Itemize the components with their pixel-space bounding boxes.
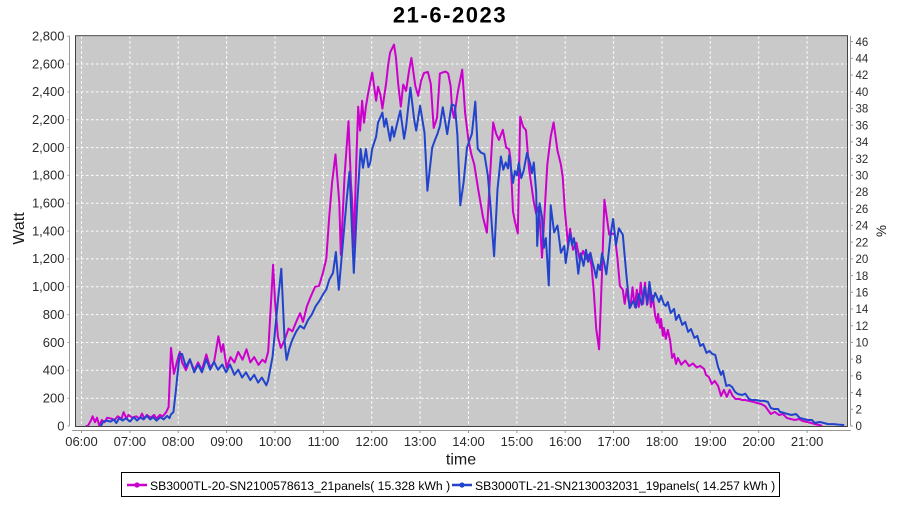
svg-text:8: 8: [856, 354, 862, 366]
svg-text:SB3000TL-21-SN2130032031_19pan: SB3000TL-21-SN2130032031_19panels( 14.25…: [475, 479, 775, 493]
svg-text:600: 600: [43, 335, 65, 350]
svg-text:800: 800: [43, 307, 65, 322]
svg-text:07:00: 07:00: [114, 434, 147, 449]
svg-text:10:00: 10:00: [259, 434, 292, 449]
svg-text:15:00: 15:00: [501, 434, 534, 449]
svg-text:19:00: 19:00: [694, 434, 727, 449]
svg-text:42: 42: [856, 70, 869, 82]
svg-text:18: 18: [856, 271, 869, 283]
svg-text:1,600: 1,600: [32, 196, 65, 211]
svg-text:32: 32: [856, 154, 869, 166]
svg-text:14: 14: [856, 304, 869, 316]
svg-text:26: 26: [856, 204, 869, 216]
svg-text:4: 4: [856, 388, 863, 400]
svg-text:SB3000TL-20-SN2100578613_21pan: SB3000TL-20-SN2100578613_21panels( 15.32…: [150, 479, 450, 493]
svg-text:6: 6: [856, 371, 862, 383]
svg-text:2,200: 2,200: [32, 112, 65, 127]
svg-text:400: 400: [43, 363, 65, 378]
svg-text:0: 0: [57, 418, 64, 433]
svg-text:2,400: 2,400: [32, 84, 65, 99]
svg-text:09:00: 09:00: [210, 434, 243, 449]
svg-text:2,000: 2,000: [32, 140, 65, 155]
svg-text:36: 36: [856, 120, 869, 132]
svg-text:46: 46: [856, 37, 869, 49]
svg-text:14:00: 14:00: [452, 434, 485, 449]
svg-text:17:00: 17:00: [597, 434, 630, 449]
svg-text:12:00: 12:00: [355, 434, 388, 449]
svg-text:200: 200: [43, 391, 65, 406]
svg-text:21-6-2023: 21-6-2023: [393, 3, 507, 28]
svg-text:34: 34: [856, 137, 869, 149]
svg-text:1,800: 1,800: [32, 168, 65, 183]
svg-text:18:00: 18:00: [646, 434, 679, 449]
svg-text:1,000: 1,000: [32, 279, 65, 294]
svg-text:0: 0: [856, 421, 862, 433]
svg-text:2,600: 2,600: [32, 56, 65, 71]
svg-text:Watt: Watt: [11, 212, 28, 245]
svg-text:%: %: [874, 225, 889, 237]
svg-text:30: 30: [856, 171, 869, 183]
svg-text:38: 38: [856, 104, 869, 116]
svg-text:2,800: 2,800: [32, 29, 65, 44]
svg-text:16:00: 16:00: [549, 434, 582, 449]
svg-text:2: 2: [856, 405, 862, 417]
svg-text:28: 28: [856, 187, 869, 199]
svg-text:20: 20: [856, 254, 869, 266]
svg-text:44: 44: [856, 54, 869, 66]
svg-text:10: 10: [856, 338, 869, 350]
svg-text:08:00: 08:00: [162, 434, 195, 449]
svg-text:time: time: [446, 452, 476, 469]
svg-text:22: 22: [856, 237, 869, 249]
svg-text:21:00: 21:00: [791, 434, 824, 449]
svg-text:40: 40: [856, 87, 869, 99]
svg-text:11:00: 11:00: [308, 434, 340, 449]
svg-text:06:00: 06:00: [65, 434, 98, 449]
svg-text:1,400: 1,400: [32, 223, 65, 238]
svg-text:13:00: 13:00: [404, 434, 437, 449]
svg-text:20:00: 20:00: [742, 434, 775, 449]
svg-text:16: 16: [856, 288, 869, 300]
svg-text:12: 12: [856, 321, 869, 333]
svg-text:24: 24: [856, 221, 869, 233]
svg-text:1,200: 1,200: [32, 251, 65, 266]
